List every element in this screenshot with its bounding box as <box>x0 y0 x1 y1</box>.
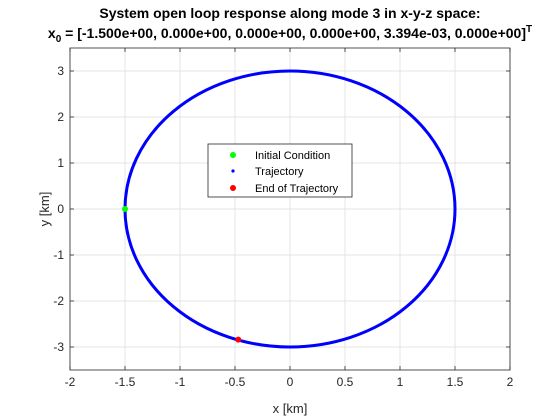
title-x-symbol: x <box>48 25 56 41</box>
title-subscript: 0 <box>56 34 62 45</box>
y-tick-label: -3 <box>53 340 64 354</box>
legend-marker-trajectory <box>231 169 235 173</box>
x-tick-label: 1.5 <box>447 375 464 389</box>
legend-label-end-of-trajectory: End of Trajectory <box>255 183 339 195</box>
y-tick-label: 2 <box>57 110 64 124</box>
y-tick-label: 0 <box>57 202 64 216</box>
x-tick-label: -2 <box>65 375 76 389</box>
legend-label-initial-condition: Initial Condition <box>255 150 330 162</box>
y-axis-label: y [km] <box>37 192 52 227</box>
x-tick-label: 1 <box>397 375 404 389</box>
title-superscript: T <box>526 24 532 35</box>
x-axis-label: x [km] <box>273 401 308 416</box>
x-tick-label: 0.5 <box>337 375 354 389</box>
x-tick-label: -0.5 <box>225 375 246 389</box>
legend-label-trajectory: Trajectory <box>255 166 304 178</box>
x-tick-label: 0 <box>287 375 294 389</box>
legend-marker-end-of-trajectory <box>230 185 236 191</box>
chart-title-line2: x0 = [-1.500e+00, 0.000e+00, 0.000e+00, … <box>48 24 532 45</box>
y-tick-label: 3 <box>57 64 64 78</box>
axis-ticks: -2 -1.5 -1 -0.5 0 0.5 1 1.5 2 -3 -2 -1 0 1 2 3 <box>53 48 514 389</box>
title-initial-vector: = [-1.500e+00, 0.000e+00, 0.000e+00, 0.0… <box>61 25 526 41</box>
x-tick-label: -1.5 <box>115 375 136 389</box>
x-tick-label: -1 <box>175 375 186 389</box>
y-tick-label: -2 <box>53 294 64 308</box>
chart-title-line1: System open loop response along mode 3 i… <box>99 5 480 21</box>
x-tick-label: 2 <box>507 375 514 389</box>
initial-condition-point <box>122 206 128 212</box>
y-tick-label: 1 <box>57 156 64 170</box>
legend-marker-initial-condition <box>230 152 236 158</box>
legend: Initial Condition Trajectory End of Trajec… <box>207 143 353 198</box>
y-tick-label: -1 <box>53 248 64 262</box>
series-layer <box>122 69 457 349</box>
end-of-trajectory-point <box>235 336 242 343</box>
